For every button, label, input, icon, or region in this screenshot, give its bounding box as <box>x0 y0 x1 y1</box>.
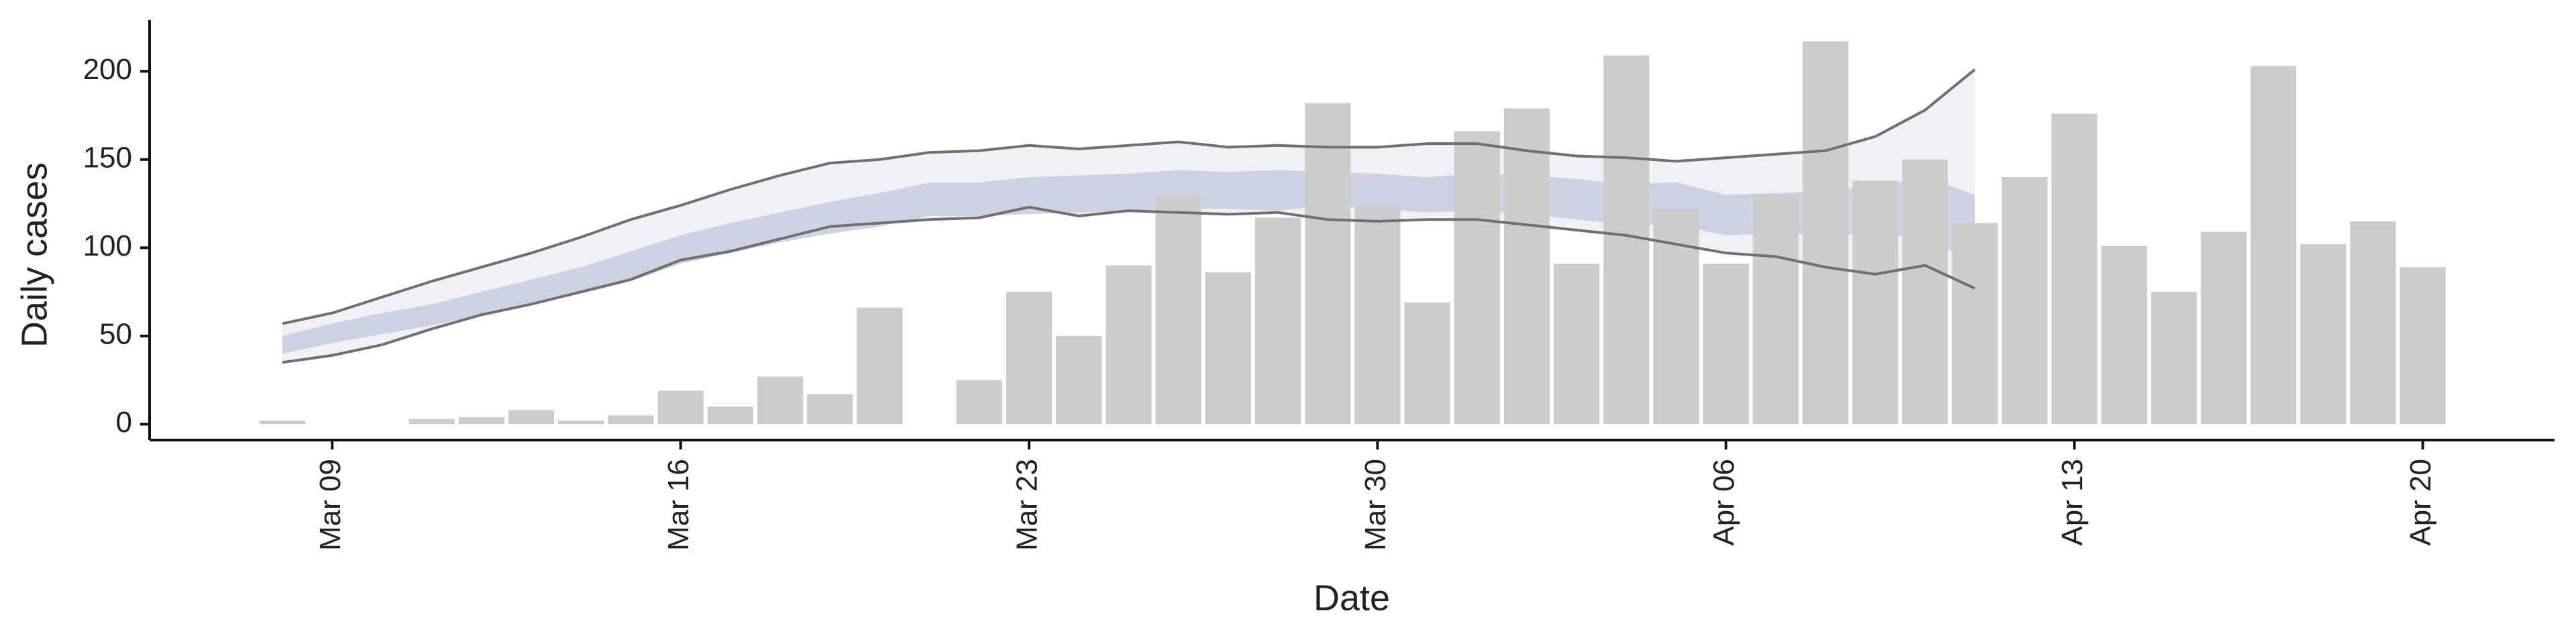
line <box>282 68 1976 325</box>
bar <box>1354 205 1401 425</box>
x-tick-label: Mar 23 <box>1011 459 1044 551</box>
bar <box>1554 263 1600 425</box>
y-tick-label: 50 <box>99 317 132 350</box>
bar <box>2001 177 2048 425</box>
x-tick-label: Apr 06 <box>1707 459 1740 546</box>
bar <box>757 376 804 425</box>
x-tick-label: Mar 16 <box>662 459 695 551</box>
bar <box>1454 131 1500 425</box>
bar <box>1852 180 1898 425</box>
bar <box>1503 108 1550 425</box>
bar <box>608 415 654 425</box>
bar <box>1305 103 1351 425</box>
x-tick-label: Apr 13 <box>2056 459 2089 546</box>
bar <box>956 380 1002 425</box>
y-axis-title: Daily cases <box>14 162 54 347</box>
bar <box>2350 221 2396 425</box>
bar <box>1205 272 1251 425</box>
bar <box>657 390 704 425</box>
bar <box>259 421 306 425</box>
band <box>282 170 1975 354</box>
bar <box>2101 246 2147 425</box>
bar <box>2200 231 2247 425</box>
bar <box>1752 195 1799 425</box>
y-tick-label: 0 <box>116 406 132 439</box>
bar <box>558 421 604 425</box>
bar <box>458 417 504 425</box>
bar <box>1155 195 1201 425</box>
bar <box>1056 335 1102 425</box>
bar <box>2250 66 2297 425</box>
x-tick-label: Mar 30 <box>1359 459 1392 551</box>
bar <box>2051 113 2098 425</box>
bar <box>1902 159 1948 425</box>
bar <box>807 394 853 425</box>
bar <box>1703 263 1749 425</box>
bar <box>1603 55 1650 425</box>
x-tick-label: Mar 09 <box>314 459 347 551</box>
bar <box>2300 244 2347 425</box>
x-axis-title: Date <box>1313 578 1390 618</box>
bar <box>508 410 555 425</box>
bar <box>857 307 903 425</box>
line <box>282 205 1976 364</box>
y-tick-label: 200 <box>83 53 132 86</box>
bar <box>1951 223 1998 425</box>
bar <box>1254 217 1301 425</box>
bar <box>1006 292 1053 425</box>
bar <box>2151 292 2197 425</box>
bar <box>409 419 455 425</box>
bar <box>1404 302 1450 425</box>
x-tick-label: Apr 20 <box>2404 459 2437 546</box>
y-tick-label: 150 <box>83 141 132 174</box>
bar <box>707 407 753 425</box>
bar <box>1106 265 1152 425</box>
y-tick-label: 100 <box>83 229 132 262</box>
bar <box>1803 41 1849 425</box>
bar <box>2400 267 2446 425</box>
